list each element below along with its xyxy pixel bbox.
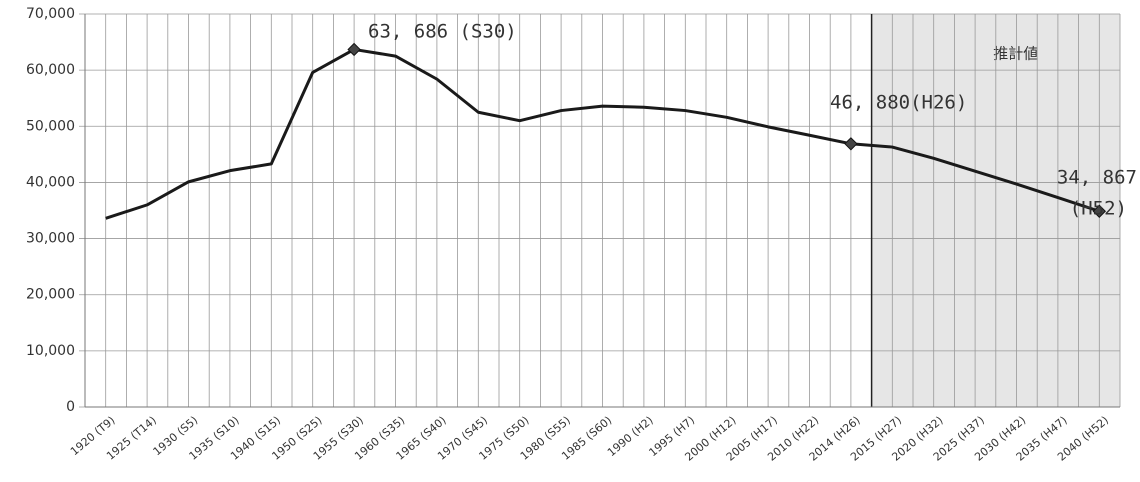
- y-tick-label: 30,000: [26, 231, 75, 247]
- annotation: 34, 867: [1057, 167, 1137, 189]
- y-tick-label: 40,000: [26, 174, 75, 190]
- data-line: [105, 47, 1100, 220]
- point-marker: [1092, 204, 1107, 218]
- point-marker: [844, 137, 858, 151]
- annotation: (H52): [1070, 198, 1127, 220]
- y-tick-label: 60,000: [26, 62, 75, 78]
- annotation: 46, 880(H26): [830, 92, 967, 114]
- y-tick-label: 20,000: [26, 287, 75, 303]
- point-marker: [347, 42, 361, 57]
- y-tick-label: 70,000: [26, 6, 75, 22]
- y-tick-label: 50,000: [26, 118, 75, 134]
- annotation: 63, 686 (S30): [368, 21, 517, 43]
- projection-label: 推計値: [993, 45, 1038, 63]
- y-tick-label: 0: [66, 399, 75, 415]
- y-tick-label: 10,000: [26, 343, 75, 359]
